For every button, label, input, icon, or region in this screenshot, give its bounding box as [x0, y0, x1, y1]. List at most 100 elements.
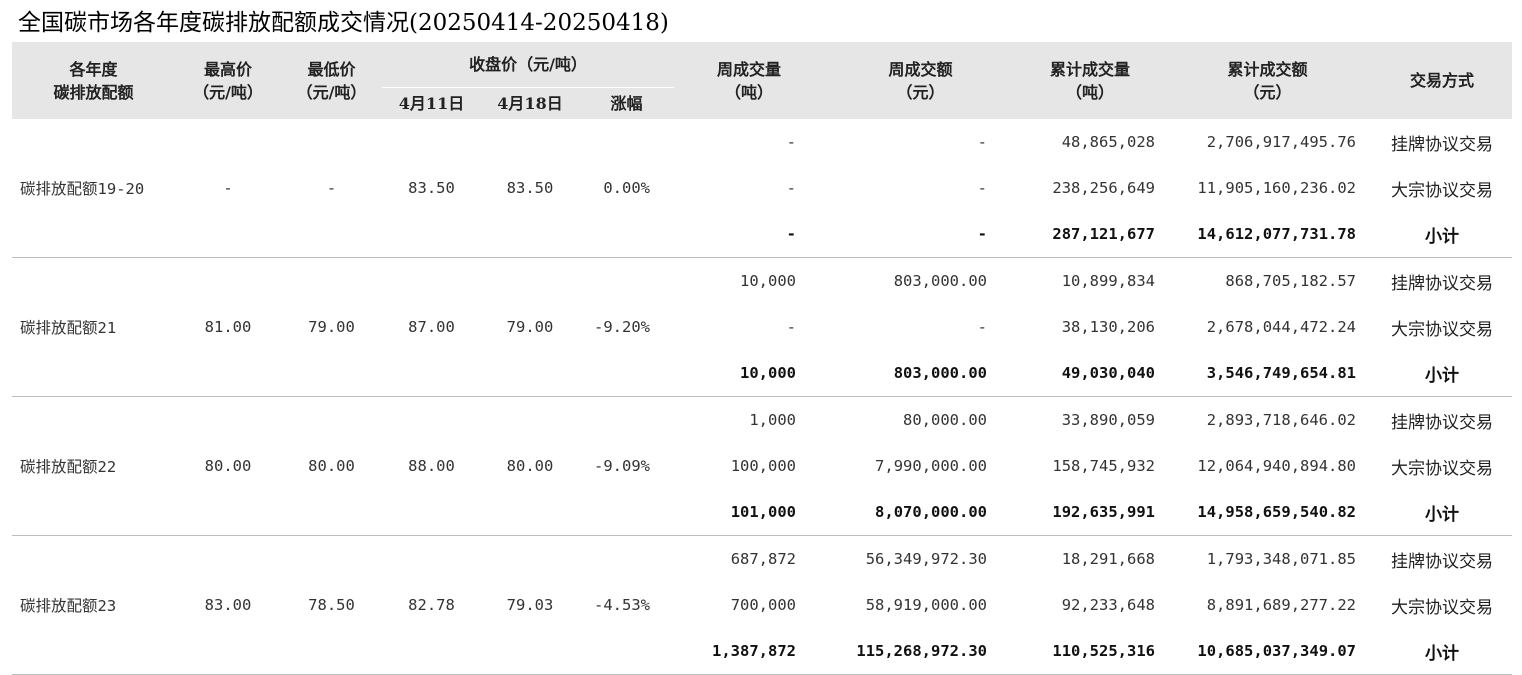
cum-amount-cell: 14,958,659,540.82 [1163, 489, 1373, 536]
cum-volume-cell: 10,899,834 [1061, 272, 1156, 290]
week-amount-cell: - [977, 179, 988, 197]
header-week-volume-label: 周成交量 （吨） [717, 59, 782, 102]
quota-name-cell: 碳排放配额22 [12, 396, 175, 536]
header-cum-volume-label: 累计成交量 （吨） [1050, 59, 1131, 102]
week-amount-cell: - [977, 318, 988, 336]
week-volume-cell: 100,000 [730, 457, 797, 475]
close-apr18-cell: 80.00 [481, 396, 579, 536]
change-cell: -4.53% [579, 535, 675, 675]
cum-amount-cell: 11,905,160,236.02 [1197, 179, 1357, 197]
header-cum-amount-label: 累计成交额 （元） [1227, 59, 1308, 102]
week-volume-cell: 1,387,872 [674, 628, 825, 675]
close-apr18-cell: 79.00 [481, 257, 579, 397]
cum-amount-cell: 3,546,749,654.81 [1163, 350, 1373, 397]
week-amount-cell: 8,070,000.00 [824, 489, 1018, 536]
carbon-trading-table: 各年度 碳排放配额 最高价 （元/吨） 最低价 （元/吨） 收盘价（元/吨） 周成交量… [12, 42, 1513, 675]
header-low-price-label: 最低价 （元/吨） [296, 59, 367, 102]
week-volume-cell: - [786, 318, 797, 336]
week-amount-cell: - [977, 133, 988, 151]
close-apr11-cell: 87.00 [382, 257, 481, 397]
week-amount-cell: - [824, 211, 1018, 258]
table-row: 碳排放配额21 81.00 79.00 87.00 79.00 -9.20% 10,000 8… [12, 257, 1512, 397]
week-amount-cell: 56,349,972.30 [865, 550, 988, 568]
subtotal-row: 1,387,872 115,268,972.30 110,525,316 10,685… [12, 628, 1513, 675]
cum-amount-cell: 2,678,044,472.24 [1206, 318, 1357, 336]
header-high-price: 最高价 （元/吨） [175, 42, 281, 119]
trade-mode-cell: 小计 [1372, 211, 1513, 258]
table-row: 碳排放配额23 83.00 78.50 82.78 79.03 -4.53% 687,872… [12, 535, 1512, 675]
week-volume-cell: 10,000 [740, 272, 797, 290]
close-apr11-cell: 82.78 [382, 535, 481, 675]
trade-mode-cell: 小计 [1372, 350, 1513, 397]
close-apr18-cell: 79.03 [481, 535, 579, 675]
cum-amount-cell: 8,891,689,277.22 [1206, 596, 1357, 614]
header-closing-price: 收盘价（元/吨） [382, 42, 675, 88]
cum-volume-cell: 33,890,059 [1061, 411, 1156, 429]
trade-mode-cell: 大宗协议交易 [1391, 319, 1494, 340]
cum-volume-cell: 238,256,649 [1052, 179, 1156, 197]
header-cum-amount: 累计成交额 （元） [1163, 42, 1373, 119]
change-cell: -9.09% [579, 396, 675, 536]
cum-amount-cell: 10,685,037,349.07 [1163, 628, 1373, 675]
trade-mode-cell: 挂牌协议交易 [1391, 412, 1494, 433]
close-apr11-cell: 88.00 [382, 396, 481, 536]
trade-mode-cell: 挂牌协议交易 [1391, 134, 1494, 155]
subtotal-row: 10,000 803,000.00 49,030,040 3,546,749,654.… [12, 350, 1513, 397]
week-amount-cell: 58,919,000.00 [865, 596, 988, 614]
week-amount-cell: 7,990,000.00 [875, 457, 988, 475]
cum-volume-cell: 49,030,040 [1017, 350, 1164, 397]
high-price-cell: 83.00 [175, 535, 281, 675]
trade-mode-cell: 大宗协议交易 [1391, 458, 1494, 479]
table-row: 碳排放配额19-20- -83.50 83.50 0.00% - -48,865,028 2… [12, 119, 1512, 258]
change-cell: 0.00% [579, 119, 675, 258]
week-volume-cell: - [786, 133, 797, 151]
header-apr18: 4月18日 [481, 87, 579, 119]
table-row: 100,000 7,990,000.00 158,745,932 12,064,940… [12, 443, 1512, 489]
trade-mode-cell: 小计 [1372, 628, 1513, 675]
header-high-price-label: 最高价 （元/吨） [193, 59, 263, 102]
close-apr11-cell: 83.50 [382, 119, 481, 258]
week-volume-cell: 101,000 [674, 489, 825, 536]
cum-volume-cell: 158,745,932 [1052, 457, 1156, 475]
week-amount-cell: 803,000.00 [824, 350, 1018, 397]
header-change: 涨幅 [579, 87, 675, 119]
header-week-amount-label: 周成交额 （元） [888, 59, 953, 102]
cum-volume-cell: 18,291,668 [1061, 550, 1156, 568]
cum-amount-cell: 868,705,182.57 [1225, 272, 1357, 290]
header-apr11: 4月11日 [382, 87, 481, 119]
week-volume-cell: 700,000 [730, 596, 797, 614]
week-volume-cell: - [674, 211, 825, 258]
change-cell: -9.20% [579, 257, 675, 397]
trade-mode-cell: 挂牌协议交易 [1391, 273, 1494, 294]
cum-amount-cell: 14,612,077,731.78 [1163, 211, 1373, 258]
table-body: 碳排放配额19-20- -83.50 83.50 0.00% - -48,865,028 2… [12, 119, 1513, 675]
cum-volume-cell: 92,233,648 [1061, 596, 1156, 614]
high-price-cell: - [175, 119, 281, 258]
low-price-cell: 79.00 [281, 257, 382, 397]
week-amount-cell: 115,268,972.30 [824, 628, 1018, 675]
cum-volume-cell: 287,121,677 [1017, 211, 1164, 258]
trade-mode-cell: 挂牌协议交易 [1391, 551, 1494, 572]
week-volume-cell: - [786, 179, 797, 197]
high-price-cell: 81.00 [175, 257, 281, 397]
header-year-quota: 各年度 碳排放配额 [12, 42, 175, 119]
trade-mode-cell: 小计 [1372, 489, 1513, 536]
header-low-price: 最低价 （元/吨） [281, 42, 382, 119]
cum-amount-cell: 2,706,917,495.76 [1206, 133, 1357, 151]
table-header: 各年度 碳排放配额 最高价 （元/吨） 最低价 （元/吨） 收盘价（元/吨） 周成交量… [12, 42, 1513, 119]
header-week-amount: 周成交额 （元） [824, 42, 1018, 119]
table-row: - - 38,130,206 2,678,044,472.24 大宗协议交易 [12, 304, 1512, 350]
cum-volume-cell: 110,525,316 [1017, 628, 1164, 675]
low-price-cell: - [281, 119, 382, 258]
week-volume-cell: 1,000 [749, 411, 797, 429]
high-price-cell: 80.00 [175, 396, 281, 536]
header-trade-mode: 交易方式 [1372, 42, 1513, 119]
cum-volume-cell: 38,130,206 [1061, 318, 1156, 336]
cum-amount-cell: 12,064,940,894.80 [1197, 457, 1357, 475]
table-row: 700,000 58,919,000.00 92,233,648 8,891,689,… [12, 582, 1512, 628]
quota-name-cell: 碳排放配额23 [12, 535, 175, 675]
week-amount-cell: 80,000.00 [903, 411, 988, 429]
close-apr18-cell: 83.50 [481, 119, 579, 258]
cum-amount-cell: 2,893,718,646.02 [1206, 411, 1357, 429]
table-row: - - 238,256,649 11,905,160,236.02 大宗协议交易 [12, 165, 1512, 211]
